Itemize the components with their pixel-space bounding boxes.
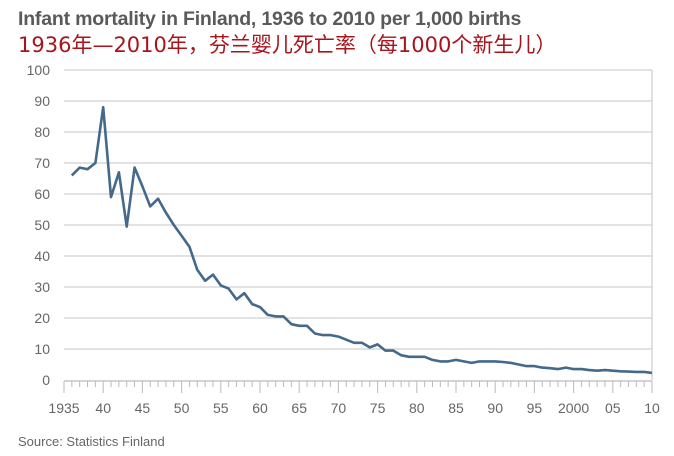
x-tick-label: 10 [644,400,660,416]
x-tick-label: 65 [291,400,307,416]
x-tick-label: 55 [213,400,229,416]
chart-subtitle: 1936年—2010年，芬兰婴儿死亡率（每1000个新生儿） [18,33,557,57]
y-tick-label: 0 [42,372,50,388]
x-tick-label: 75 [370,400,386,416]
x-tick-label: 80 [409,400,425,416]
y-tick-label: 90 [34,93,50,109]
x-tick-label: 50 [174,400,190,416]
y-tick-label: 10 [34,341,50,357]
x-tick-label: 90 [487,400,503,416]
x-tick-label: 1935 [48,400,79,416]
x-tick-label: 95 [527,400,543,416]
x-tick-label: 60 [252,400,268,416]
y-tick-label: 20 [34,310,50,326]
y-tick-label: 60 [34,186,50,202]
y-tick-label: 30 [34,279,50,295]
x-tick-label: 70 [331,400,347,416]
x-tick-label: 85 [448,400,464,416]
x-tick-label: 45 [135,400,151,416]
x-tick-label: 2000 [558,400,589,416]
y-tick-label: 50 [34,217,50,233]
y-tick-label: 40 [34,248,50,264]
series-line [70,105,653,375]
chart-title: Infant mortality in Finland, 1936 to 201… [18,8,522,30]
y-tick-label: 80 [34,124,50,140]
x-tick-label: 40 [95,400,111,416]
y-tick-label: 70 [34,155,50,171]
source-note: Source: Statistics Finland [18,434,165,449]
y-tick-label: 100 [27,62,51,78]
x-tick-label: 05 [605,400,621,416]
